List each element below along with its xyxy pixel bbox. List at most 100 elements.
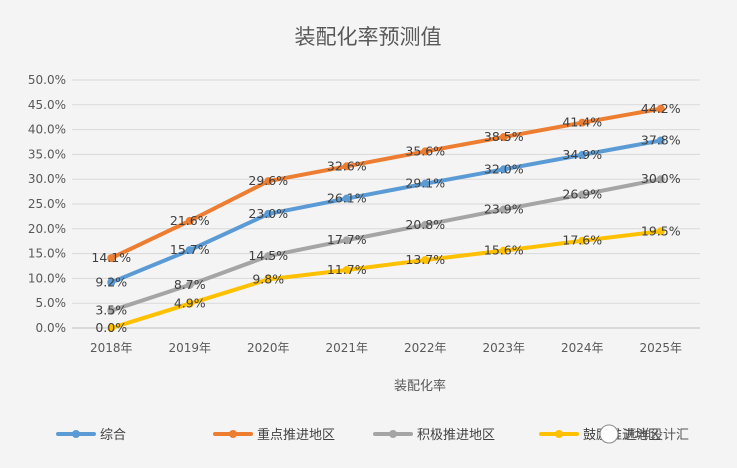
data-label: 15.6% [484, 243, 524, 258]
x-axis-ticks: 2018年 2019年 2020年 2021年 2022年 2023年 2024年 2025年 [90, 341, 682, 355]
data-point [107, 278, 116, 287]
y-axis-ticks: 0.0% 5.0% 10.0% 15.0% 20.0% 25.0% 30.0% 35.0% 40… [28, 73, 66, 335]
data-point [185, 299, 194, 308]
data-point [656, 175, 665, 184]
legend-marker [229, 430, 237, 438]
data-point [421, 220, 430, 229]
data-labels-group: 9.2% 15.7% 23.0% 26.1% 29.1% 32.0% 34.9% 37.8% 1… [91, 101, 680, 335]
series-line [109, 138, 663, 285]
data-label: 9.8% [252, 271, 284, 286]
data-point [107, 306, 116, 315]
data-point [656, 136, 665, 145]
data-point [107, 324, 116, 332]
data-point [578, 190, 587, 199]
data-point [421, 256, 430, 265]
series-line [109, 229, 663, 330]
x-tick-label: 2021年 [325, 341, 368, 355]
data-point [656, 104, 665, 113]
data-label: 26.9% [562, 187, 602, 202]
data-label: 8.7% [174, 277, 206, 292]
y-tick-label: 35.0% [28, 147, 66, 161]
data-point [342, 265, 351, 274]
x-tick-label: 2025年 [639, 341, 682, 355]
data-point [578, 236, 587, 245]
legend-marker [555, 430, 563, 438]
data-label: 32.6% [327, 158, 367, 173]
data-label: 0.0% [95, 320, 127, 335]
legend-label: 综合 [100, 428, 126, 443]
y-tick-label: 20.0% [28, 222, 66, 236]
legend-label: 积极推进地区 [417, 428, 495, 443]
data-point [578, 150, 587, 159]
y-tick-label: 40.0% [28, 123, 66, 137]
y-tick-label: 10.0% [28, 271, 66, 285]
data-point [107, 254, 116, 263]
data-point [185, 246, 194, 255]
y-tick-label: 25.0% [28, 197, 66, 211]
watermark: 远洋设计汇 [599, 424, 689, 444]
y-tick-label: 50.0% [28, 73, 66, 87]
data-label: 17.6% [562, 233, 602, 248]
data-point [342, 236, 351, 245]
data-label: 30.0% [641, 171, 681, 186]
data-label: 20.8% [405, 217, 445, 232]
data-label: 34.9% [562, 147, 602, 162]
series-group [107, 104, 665, 332]
data-label: 44.2% [641, 101, 681, 116]
data-label: 37.8% [641, 133, 681, 148]
gridlines [72, 79, 700, 329]
data-label: 3.5% [95, 303, 127, 318]
legend-label: 重点推进地区 [257, 427, 335, 443]
data-label: 15.7% [170, 242, 210, 257]
legend-marker [72, 430, 80, 438]
legend-marker [389, 430, 397, 438]
data-label: 19.5% [641, 223, 681, 238]
data-point [499, 246, 508, 255]
data-point [499, 133, 508, 142]
data-point [499, 205, 508, 214]
data-point [264, 252, 273, 261]
data-label: 26.1% [327, 191, 367, 206]
x-tick-label: 2022年 [404, 341, 447, 355]
data-label: 23.0% [248, 206, 288, 221]
data-label: 14.5% [248, 248, 288, 263]
series-line [109, 177, 663, 313]
x-axis-title: 装配化率 [394, 378, 446, 394]
x-tick-label: 2024年 [561, 341, 604, 355]
watermark-text: 远洋设计汇 [624, 428, 689, 443]
data-point [185, 216, 194, 225]
data-label: 29.6% [248, 173, 288, 188]
data-point [342, 162, 351, 171]
data-label: 14.1% [91, 250, 131, 265]
y-tick-label: 5.0% [36, 296, 67, 310]
data-point [499, 165, 508, 174]
data-point [264, 275, 273, 284]
data-label: 23.9% [484, 201, 524, 216]
x-tick-label: 2019年 [168, 341, 211, 355]
data-label: 4.9% [174, 296, 206, 311]
data-label: 17.7% [327, 232, 367, 247]
x-tick-label: 2023年 [482, 341, 525, 355]
data-label: 11.7% [327, 262, 367, 277]
y-tick-label: 45.0% [28, 98, 66, 112]
data-point [421, 179, 430, 188]
chart-title: 装配化率预测值 [295, 25, 442, 49]
data-label: 9.2% [95, 274, 127, 289]
data-label: 35.6% [405, 143, 445, 158]
data-label: 38.5% [484, 129, 524, 144]
series-line [109, 106, 663, 261]
data-point [185, 280, 194, 289]
data-point [342, 194, 351, 203]
x-tick-label: 2018年 [90, 341, 133, 355]
data-label: 29.1% [405, 176, 445, 191]
y-tick-label: 0.0% [36, 321, 67, 335]
y-tick-label: 15.0% [28, 247, 66, 261]
data-point [264, 177, 273, 186]
data-label: 32.0% [484, 161, 524, 176]
y-tick-label: 30.0% [28, 172, 66, 186]
watermark-logo-icon [599, 424, 619, 444]
data-point [264, 209, 273, 218]
